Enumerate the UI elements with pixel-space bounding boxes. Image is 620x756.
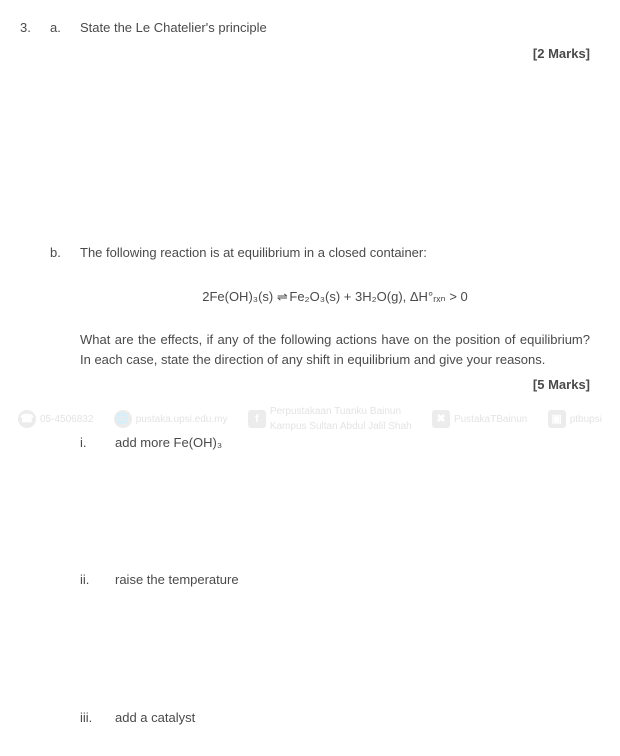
part-a-text: State the Le Chatelier's principle [80,18,590,38]
part-a-content: State the Le Chatelier's principle [2 Ma… [80,18,590,63]
subpart-iii-num: iii. [80,708,115,728]
subpart-ii: ii. raise the temperature [80,570,590,590]
part-b-intro: The following reaction is at equilibrium… [80,243,590,263]
equation-rhs: Fe₂O₃(s) + 3H₂O(g), ΔH°ᵣₓₙ > 0 [289,289,467,304]
subpart-iii: iii. add a catalyst [80,708,590,728]
part-a: a. State the Le Chatelier's principle [2… [50,18,590,63]
watermark-fb-line1: Perpustakaan Tuanku Bainun [270,406,401,417]
equation: 2Fe(OH)₃(s) ⇌ Fe₂O₃(s) + 3H₂O(g), ΔH°ᵣₓₙ… [80,287,590,307]
watermark-ig-text: ptbupsi [570,412,602,427]
watermark-instagram: ▣ ptbupsi [548,410,602,428]
phone-icon: ☎ [18,410,36,428]
watermark-twitter: ✖ PustakaTBainun [432,410,527,428]
facebook-icon: f [248,410,266,428]
watermark-facebook: f Perpustakaan Tuanku Bainun Kampus Sult… [248,404,412,434]
watermark-web: 🌐 pustaka.upsi.edu.my [114,410,228,428]
part-b-label: b. [50,243,80,727]
subpart-i-text: add more Fe(OH)₃ [115,433,222,453]
watermark-web-text: pustaka.upsi.edu.my [136,412,228,427]
subpart-ii-text: raise the temperature [115,570,239,590]
subpart-i-num: i. [80,433,115,453]
subpart-i: i. add more Fe(OH)₃ [80,433,590,453]
part-b-marks: [5 Marks] [80,375,590,395]
question-body: a. State the Le Chatelier's principle [2… [50,18,590,727]
subpart-ii-num: ii. [80,570,115,590]
twitter-icon: ✖ [432,410,450,428]
globe-icon: 🌐 [114,410,132,428]
instagram-icon: ▣ [548,410,566,428]
subpart-iii-text: add a catalyst [115,708,195,728]
equation-lhs: 2Fe(OH)₃(s) [202,289,273,304]
part-a-marks: [2 Marks] [80,44,590,64]
watermark-fb-line2: Kampus Sultan Abdul Jalil Shah [270,421,412,432]
part-b-content: The following reaction is at equilibrium… [80,243,590,727]
part-b: b. The following reaction is at equilibr… [50,243,590,727]
watermark-fb-text: Perpustakaan Tuanku Bainun Kampus Sultan… [270,404,412,434]
equilibrium-arrow-icon: ⇌ [277,289,286,304]
question-3: 3. a. State the Le Chatelier's principle… [20,18,590,727]
part-a-label: a. [50,18,80,63]
watermark-tw-text: PustakaTBainun [454,412,527,427]
part-b-body: What are the effects, if any of the foll… [80,330,590,369]
watermark-phone-text: 05-4506832 [40,412,93,427]
question-number: 3. [20,18,50,727]
watermark-phone: ☎ 05-4506832 [18,410,93,428]
watermark-bar: ☎ 05-4506832 🌐 pustaka.upsi.edu.my f Per… [0,404,620,434]
